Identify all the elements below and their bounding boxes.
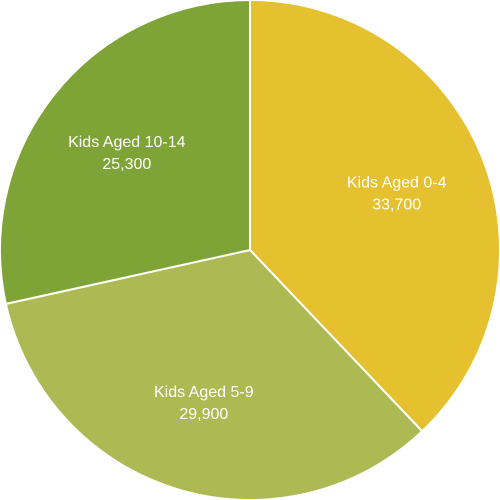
pie-slice-kids-aged-5-9 (4, 248, 424, 500)
slice-value-label: 33,700 (372, 196, 421, 213)
slice-value-label: 29,900 (179, 406, 228, 423)
slice-label: Kids Aged 10-14 (68, 134, 186, 151)
slice-label: Kids Aged 0-4 (347, 174, 447, 191)
pie-slice-kids-aged-10-14 (0, 0, 251, 306)
pie-slice-kids-aged-0-4 (249, 0, 500, 433)
labels-layer: Kids Aged 0-4 33,700 Kids Aged 5-9 29,900 Ki… (68, 134, 447, 423)
slice-value-label: 25,300 (102, 156, 151, 173)
slice-label: Kids Aged 5-9 (154, 384, 254, 401)
